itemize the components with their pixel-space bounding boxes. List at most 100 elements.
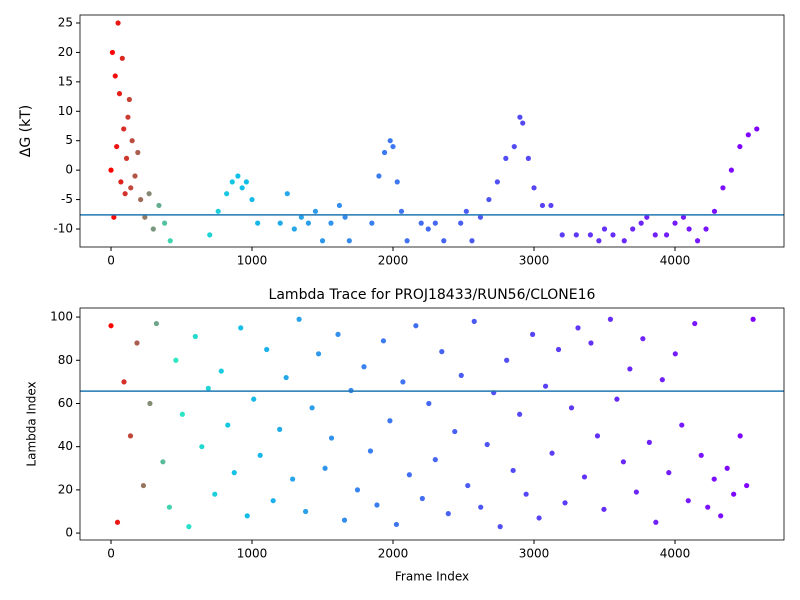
point (652, 232, 658, 238)
point (134, 340, 140, 346)
point (686, 226, 692, 232)
point (640, 336, 646, 342)
point (720, 185, 726, 191)
axes-frame (79, 307, 785, 541)
point (146, 191, 152, 197)
y-axis-label: ΔG (kT) (18, 105, 34, 157)
point (367, 448, 374, 454)
point (376, 173, 382, 179)
point (587, 232, 594, 238)
point (441, 238, 447, 244)
point (588, 340, 594, 346)
y-tick-label: 40 (58, 439, 73, 453)
point (290, 476, 296, 482)
point (737, 143, 743, 150)
point (504, 357, 510, 363)
point (251, 396, 257, 402)
point (108, 167, 114, 173)
point (173, 357, 179, 363)
point (607, 316, 614, 322)
x-tick-label: 3000 (519, 254, 550, 268)
point (235, 173, 241, 179)
point (179, 411, 185, 417)
point (125, 114, 131, 120)
y-tick-label: -5 (61, 192, 73, 206)
point (711, 208, 718, 214)
point (225, 422, 231, 428)
point (432, 220, 438, 226)
point (536, 515, 542, 521)
point (291, 226, 297, 232)
point (601, 506, 607, 512)
point (135, 149, 141, 156)
point (305, 220, 312, 226)
point (510, 467, 516, 474)
point (419, 495, 425, 502)
point (119, 55, 125, 61)
point (199, 444, 205, 450)
point (309, 405, 315, 411)
point (530, 331, 536, 337)
point (672, 351, 678, 357)
y-tick-label: 0 (65, 163, 73, 177)
point (575, 325, 581, 331)
x-tick-label: 4000 (660, 547, 691, 561)
point (503, 155, 509, 161)
point (666, 470, 672, 476)
point (243, 179, 249, 185)
point (369, 220, 375, 226)
point (630, 226, 636, 232)
point (322, 465, 328, 471)
point (486, 196, 492, 203)
y-tick-label: 0 (65, 526, 73, 540)
point (439, 349, 445, 355)
point (336, 202, 343, 209)
point (601, 226, 608, 232)
point (404, 238, 410, 244)
x-tick-label: 0 (107, 254, 115, 268)
point (644, 214, 650, 220)
point (646, 439, 652, 445)
point (138, 196, 144, 203)
point (633, 489, 639, 495)
point (140, 482, 147, 489)
x-tick-label: 3000 (519, 547, 550, 561)
point (531, 185, 537, 191)
point (312, 208, 319, 214)
point (167, 238, 173, 244)
point (394, 179, 400, 185)
point (663, 232, 670, 238)
point (679, 422, 685, 428)
point (161, 220, 168, 226)
point (594, 433, 601, 439)
point (342, 214, 348, 220)
chart-title: Lambda Trace for PROJ18433/RUN56/CLONE16 (269, 287, 596, 303)
point (494, 179, 500, 185)
point (296, 316, 302, 322)
point (361, 364, 367, 370)
point (692, 320, 698, 327)
point (523, 491, 529, 497)
point (387, 138, 393, 144)
point (328, 435, 335, 441)
point (549, 450, 555, 456)
plot-area (80, 20, 784, 244)
point (257, 452, 263, 458)
point (432, 457, 438, 463)
point (680, 214, 687, 220)
point (731, 491, 737, 497)
point (754, 126, 760, 132)
point (484, 441, 490, 448)
point (610, 232, 616, 238)
point (270, 498, 276, 504)
point (744, 482, 750, 489)
point (703, 226, 709, 232)
point (123, 155, 130, 161)
point (207, 232, 213, 238)
point (147, 400, 153, 407)
point (153, 320, 160, 327)
point (115, 20, 121, 26)
point (638, 220, 644, 226)
point (463, 208, 469, 214)
point (212, 491, 218, 497)
